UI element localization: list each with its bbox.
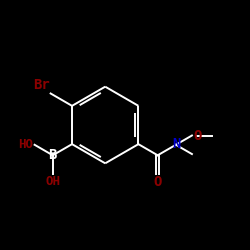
Text: B: B: [48, 148, 57, 162]
Text: N: N: [172, 137, 180, 151]
Text: OH: OH: [45, 175, 60, 188]
Text: O: O: [154, 175, 162, 189]
Text: Br: Br: [33, 78, 50, 92]
Text: O: O: [193, 128, 202, 142]
Text: HO: HO: [18, 138, 33, 150]
